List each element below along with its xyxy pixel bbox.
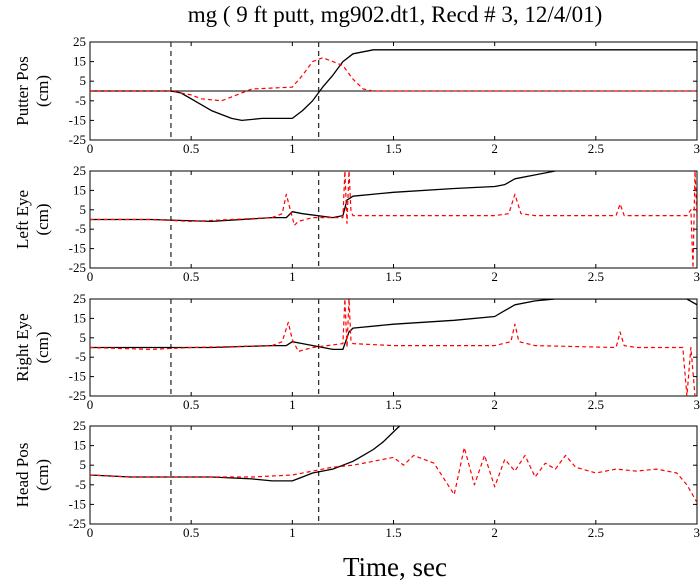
- x-tick-label: 1: [289, 141, 296, 156]
- y-tick-label: 5: [80, 73, 87, 88]
- series-dashed-line: [90, 57, 697, 102]
- x-tick-label: 1: [289, 397, 296, 412]
- y-axis-label: (cm): [33, 75, 52, 107]
- y-tick-label: 5: [80, 457, 87, 472]
- x-tick-label: 1: [289, 525, 296, 540]
- x-tick-label: 2.5: [588, 397, 604, 412]
- plot-area: [90, 171, 697, 268]
- x-tick-label: 2.5: [588, 269, 604, 284]
- x-tick-label: 2: [491, 525, 498, 540]
- y-tick-label: 25: [73, 163, 86, 178]
- x-tick-label: 0: [87, 269, 94, 284]
- series-solid-line: [90, 426, 401, 482]
- y-tick-label: 25: [73, 34, 86, 49]
- y-axis-label: Putter Pos: [13, 56, 32, 125]
- panel-1: 25 15 5 -5 -15 -250 0.5 1 1.5 2 2.5 3 Putter Pos (cm): [13, 34, 700, 156]
- series-solid-line: [90, 171, 556, 223]
- x-tick-label: 2: [491, 269, 498, 284]
- y-tick-label: -25: [69, 260, 86, 275]
- x-tick-label: 1.5: [385, 525, 401, 540]
- x-tick-label: 0.5: [183, 397, 199, 412]
- series-dashed-line: [90, 299, 696, 396]
- x-tick-label: 0.5: [183, 525, 199, 540]
- y-axis-label: (cm): [33, 331, 52, 363]
- y-tick-label: -5: [75, 349, 86, 364]
- x-tick-label: 1.5: [385, 397, 401, 412]
- panel-2: 25 15 5 -5 -15 -250 0.5 1 1.5 2 2.5 3 Left Eye (cm): [13, 163, 700, 284]
- y-axis-label: Right Eye: [13, 313, 32, 381]
- x-tick-label: 0: [87, 525, 94, 540]
- x-tick-label: 0.5: [183, 141, 199, 156]
- y-axis-label: (cm): [33, 459, 52, 491]
- panel-4: 25 15 5 -5 -15 -250 0.5 1 1.5 2 2.5 3 Head Pos (cm): [13, 418, 700, 540]
- y-tick-label: -25: [69, 132, 86, 147]
- x-axis-label: Time, sec: [342, 552, 447, 582]
- x-tick-label: 1: [289, 269, 296, 284]
- x-tick-label: 3: [694, 397, 700, 412]
- x-tick-label: 0: [87, 397, 94, 412]
- y-tick-label: -5: [75, 477, 86, 492]
- y-tick-label: -15: [69, 241, 86, 256]
- x-tick-label: 0.5: [183, 269, 199, 284]
- y-axis-label: (cm): [33, 203, 52, 235]
- y-tick-label: -25: [69, 388, 86, 403]
- x-tick-label: 0: [87, 141, 94, 156]
- y-tick-label: 25: [73, 291, 86, 306]
- y-tick-label: -15: [69, 369, 86, 384]
- axes-box: [89, 170, 698, 269]
- x-tick-label: 2.5: [588, 525, 604, 540]
- y-tick-label: -25: [69, 516, 86, 531]
- axes-box: [89, 425, 698, 525]
- series-solid-line: [90, 299, 697, 351]
- x-tick-label: 2: [491, 141, 498, 156]
- y-tick-label: 15: [73, 438, 86, 453]
- figure-title: mg ( 9 ft putt, mg902.dt1, Recd # 3, 12/…: [187, 2, 603, 27]
- x-tick-label: 3: [694, 525, 700, 540]
- panel-3: 25 15 5 -5 -15 -250 0.5 1 1.5 2 2.5 3 Right Eye (cm): [13, 291, 700, 412]
- y-axis-label: Left Eye: [13, 190, 32, 249]
- y-tick-label: 15: [73, 310, 86, 325]
- y-tick-label: 5: [80, 330, 87, 345]
- y-tick-label: -5: [75, 93, 86, 108]
- plot-area: [90, 426, 697, 524]
- plot-area: [90, 299, 697, 396]
- y-tick-label: 5: [80, 202, 87, 217]
- plot-area: [90, 42, 697, 140]
- series-solid-line: [90, 49, 697, 122]
- y-tick-label: -15: [69, 496, 86, 511]
- y-tick-label: -5: [75, 221, 86, 236]
- x-tick-label: 1.5: [385, 269, 401, 284]
- series-dashed-line: [90, 171, 697, 268]
- y-axis-label: Head Pos: [13, 443, 32, 508]
- x-tick-label: 2.5: [588, 141, 604, 156]
- y-tick-label: 25: [73, 418, 86, 433]
- x-tick-label: 2: [491, 397, 498, 412]
- y-tick-label: -15: [69, 112, 86, 127]
- x-tick-label: 1.5: [385, 141, 401, 156]
- series-dashed-line: [90, 447, 697, 503]
- x-tick-label: 3: [694, 269, 700, 284]
- y-tick-label: 15: [73, 182, 86, 197]
- x-tick-label: 3: [694, 141, 700, 156]
- y-tick-label: 15: [73, 54, 86, 69]
